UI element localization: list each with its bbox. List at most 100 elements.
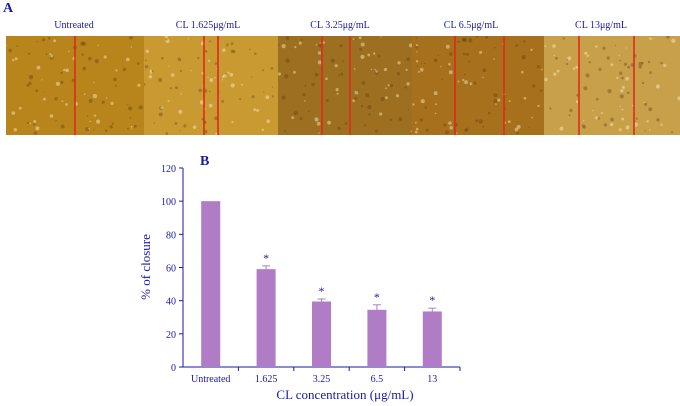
micrograph-cl-325 xyxy=(278,36,412,135)
cell-speck xyxy=(109,125,113,129)
cell-speck xyxy=(488,112,491,115)
cell-speck xyxy=(447,65,449,68)
y-tick-label: 20 xyxy=(166,330,176,341)
cell-speck xyxy=(415,127,419,131)
cell-speck xyxy=(314,72,319,77)
cell-speck xyxy=(187,38,189,40)
cell-speck xyxy=(111,122,114,125)
cell-speck xyxy=(507,120,511,123)
cell-speck xyxy=(620,89,624,93)
cell-speck xyxy=(325,99,329,102)
cell-speck xyxy=(633,122,638,127)
cell-speck xyxy=(417,70,420,73)
cell-speck xyxy=(648,107,653,112)
cell-speck xyxy=(468,60,470,63)
error-bar xyxy=(428,307,437,315)
cell-speck xyxy=(420,67,424,72)
cell-speck xyxy=(151,70,154,73)
cell-speck xyxy=(406,82,410,86)
cell-speck xyxy=(464,80,468,85)
cell-speck xyxy=(149,71,153,74)
cell-speck xyxy=(27,121,30,124)
cell-speck xyxy=(149,69,152,72)
cell-speck xyxy=(623,62,627,66)
cell-speck xyxy=(36,65,41,70)
cell-speck xyxy=(304,84,307,87)
cell-speck xyxy=(317,51,322,55)
cell-speck xyxy=(113,77,117,82)
cell-speck xyxy=(13,128,17,132)
cell-speck xyxy=(614,44,617,46)
error-bar xyxy=(372,304,381,315)
cell-speck xyxy=(278,44,280,46)
cell-speck xyxy=(88,56,92,61)
cell-speck xyxy=(65,68,69,73)
cell-speck xyxy=(435,103,438,106)
cell-speck xyxy=(367,53,371,57)
cell-speck xyxy=(250,76,253,78)
cell-speck xyxy=(221,100,224,103)
cell-speck xyxy=(43,97,46,101)
cell-speck xyxy=(285,58,290,63)
cell-speck xyxy=(340,72,344,76)
cell-speck xyxy=(466,52,469,56)
cell-speck xyxy=(616,76,619,79)
cell-speck xyxy=(660,123,663,127)
cell-speck xyxy=(582,125,586,129)
cell-speck xyxy=(457,40,460,44)
cell-speck xyxy=(457,80,460,83)
significance-marker: * xyxy=(429,293,435,307)
cell-speck xyxy=(462,37,467,43)
cell-speck xyxy=(647,60,651,64)
cell-speck xyxy=(93,81,95,84)
cell-speck xyxy=(625,47,627,49)
x-tick-label: 6.5 xyxy=(371,374,384,385)
cell-speck xyxy=(68,50,70,53)
cell-speck xyxy=(650,38,653,40)
cell-speck xyxy=(167,100,170,103)
cell-speck xyxy=(61,100,64,103)
cell-speck xyxy=(263,91,265,93)
x-tick-label: 1.625 xyxy=(255,374,278,385)
cell-speck xyxy=(138,105,143,110)
cell-speck xyxy=(619,59,622,62)
cell-speck xyxy=(397,61,401,65)
cell-speck xyxy=(214,116,218,121)
cell-speck xyxy=(339,44,343,48)
cell-speck xyxy=(521,101,523,104)
cell-speck xyxy=(293,70,296,74)
cell-speck xyxy=(443,123,447,127)
cell-speck xyxy=(169,87,172,90)
cell-speck xyxy=(515,44,518,47)
cell-speck xyxy=(368,113,371,116)
cell-speck xyxy=(365,93,370,98)
cell-speck xyxy=(618,128,622,132)
cell-speck xyxy=(360,54,365,59)
cell-speck xyxy=(214,62,218,65)
cell-speck xyxy=(479,50,483,54)
cell-speck xyxy=(581,124,586,128)
cell-speck xyxy=(532,84,536,88)
cell-speck xyxy=(415,44,418,47)
cell-speck xyxy=(380,36,382,38)
cell-speck xyxy=(494,46,496,49)
cell-speck xyxy=(469,82,473,86)
cell-speck xyxy=(437,54,439,56)
cell-speck xyxy=(261,128,264,132)
cell-speck xyxy=(145,49,149,53)
cell-speck xyxy=(94,114,97,117)
y-tick-label: 60 xyxy=(166,264,176,275)
cell-speck xyxy=(367,105,372,110)
cell-speck xyxy=(537,104,540,108)
cell-speck xyxy=(278,72,282,76)
cell-speck xyxy=(249,48,251,51)
cell-speck xyxy=(231,121,234,124)
cell-speck xyxy=(115,69,118,72)
cell-speck xyxy=(530,48,533,51)
cell-speck xyxy=(643,101,646,104)
cell-speck xyxy=(171,73,175,77)
cell-speck xyxy=(317,60,322,65)
cell-speck xyxy=(621,108,624,111)
cell-speck xyxy=(626,91,630,95)
cell-speck xyxy=(145,65,149,69)
